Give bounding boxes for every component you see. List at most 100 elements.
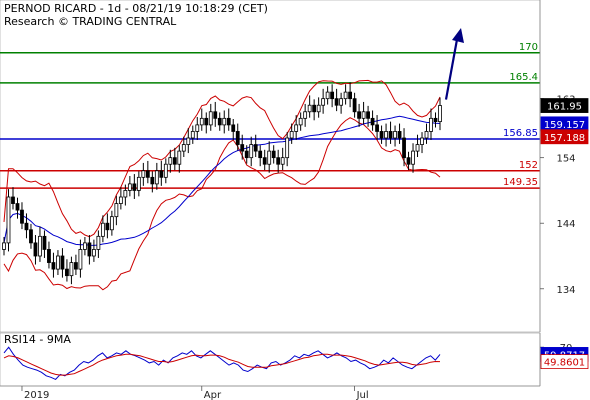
candle	[280, 157, 285, 165]
candle	[74, 262, 78, 270]
candle	[222, 117, 227, 126]
level-label: 170	[519, 42, 538, 53]
candle	[47, 249, 51, 263]
candle	[38, 235, 42, 257]
candle	[258, 150, 263, 159]
level-label: 152	[519, 160, 538, 171]
candle	[402, 137, 406, 159]
candle	[244, 150, 249, 159]
candle	[195, 124, 200, 132]
candle	[109, 216, 114, 231]
candle	[294, 124, 299, 132]
candle	[217, 117, 222, 126]
candle	[420, 137, 424, 145]
candle	[127, 183, 132, 191]
candle	[424, 131, 429, 139]
rsi-tag-label: 49.8601	[544, 358, 585, 369]
price-tag	[540, 129, 589, 145]
candle	[136, 176, 141, 191]
candle	[285, 137, 290, 159]
candle	[321, 98, 326, 106]
candle	[303, 111, 308, 119]
candle	[105, 222, 110, 231]
candle	[289, 131, 294, 139]
price-tag-label: 157.188	[544, 133, 585, 144]
candle	[375, 124, 379, 132]
candle	[267, 150, 272, 165]
y-tick-label: 154	[556, 154, 575, 165]
upper-band	[3, 79, 441, 238]
candle	[91, 249, 96, 257]
candle	[312, 104, 317, 113]
candle	[357, 111, 361, 119]
candle	[379, 131, 384, 139]
x-axis: 2019 Apr Jul	[0, 385, 540, 400]
candle	[181, 144, 186, 152]
candle	[83, 242, 87, 250]
chart-subtitle: Research © TRADING CENTRAL	[4, 15, 177, 28]
candle	[33, 242, 38, 257]
candle	[123, 190, 128, 198]
candle	[20, 209, 24, 224]
candle	[177, 150, 182, 165]
candle	[69, 262, 74, 277]
candle	[307, 104, 312, 113]
candle	[352, 98, 357, 113]
moving-average	[3, 115, 441, 246]
candle	[114, 203, 119, 218]
candle	[51, 262, 56, 270]
candle	[168, 157, 173, 165]
candle	[433, 117, 438, 123]
candle	[199, 117, 204, 126]
candle	[316, 104, 321, 113]
candle	[226, 117, 231, 126]
candle	[366, 111, 370, 119]
rsi-title: RSI14 - 9MA	[4, 333, 71, 346]
rsi-panel: RSI14 - 9MA	[0, 332, 541, 387]
candle	[384, 131, 388, 139]
x-tick-label: 2019	[24, 390, 49, 400]
candle	[60, 255, 65, 270]
candle	[11, 196, 15, 204]
candle	[397, 131, 402, 139]
candle	[235, 131, 240, 145]
candle	[78, 249, 83, 270]
candle	[145, 170, 150, 178]
price-panel: 170 165.4 156.85 152 149.35 PERNOD RICARD - …	[0, 0, 541, 333]
rsi-line	[3, 346, 441, 381]
candle	[429, 117, 433, 132]
candle	[348, 91, 353, 100]
candle	[415, 144, 420, 152]
candle	[42, 235, 47, 250]
price-tag	[540, 98, 589, 113]
candle	[334, 98, 339, 106]
candle	[6, 196, 11, 244]
candle	[172, 157, 177, 165]
candle	[141, 170, 146, 178]
candle	[87, 242, 92, 257]
level-label: 165.4	[509, 72, 538, 83]
rsi-ma-line	[3, 353, 441, 376]
candle	[361, 111, 366, 119]
y-tick-label: 144	[556, 219, 575, 230]
candle	[253, 144, 258, 152]
candle	[154, 170, 159, 185]
candle	[298, 117, 303, 126]
candle	[370, 117, 375, 126]
forecast-arrow-head	[452, 28, 464, 43]
candle	[406, 157, 411, 165]
candle	[159, 170, 164, 178]
candle	[56, 255, 60, 270]
candle	[150, 176, 155, 185]
candle	[118, 196, 123, 204]
candle	[29, 229, 33, 244]
candle	[262, 157, 267, 165]
candle	[132, 183, 137, 191]
y-tick-label: 134	[556, 285, 575, 296]
candle	[24, 222, 29, 231]
candle	[249, 144, 254, 159]
candle	[2, 242, 6, 250]
candle	[240, 144, 245, 152]
